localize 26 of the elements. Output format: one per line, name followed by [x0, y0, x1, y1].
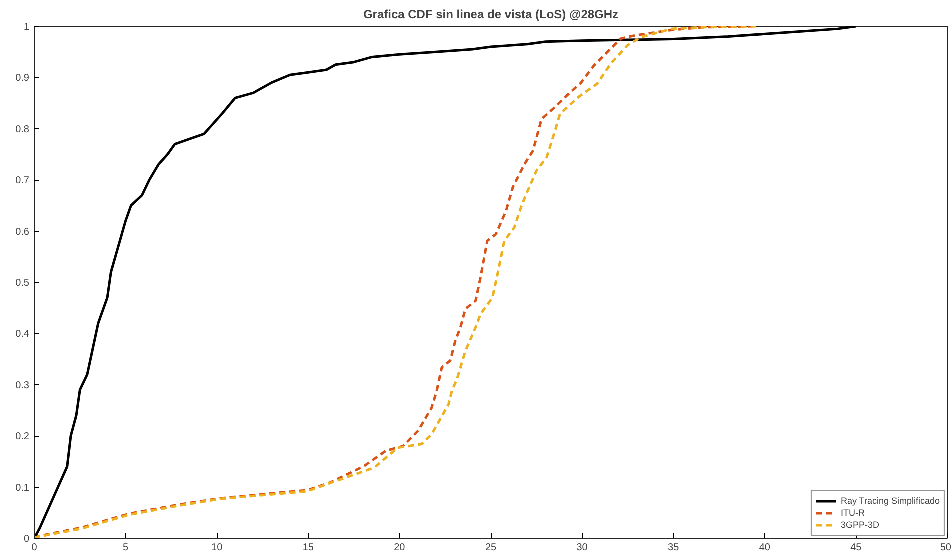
- y-tick-label: 0.1: [16, 482, 30, 494]
- x-tick-label: 10: [212, 542, 224, 554]
- y-tick-label: 0.7: [16, 176, 30, 187]
- x-tick-label: 50: [940, 542, 951, 554]
- legend-label: ITU-R: [840, 507, 865, 519]
- y-tick-label: 0.2: [16, 432, 30, 443]
- legend-label: Ray Tracing Simplificado: [840, 495, 940, 507]
- chart-title: Grafica CDF sin linea de vista (LoS) @28GHz: [363, 8, 619, 22]
- x-tick-label: 25: [485, 542, 497, 554]
- y-tick-label: 0.8: [16, 124, 30, 136]
- legend-label: 3GPP-3D: [840, 519, 880, 531]
- y-tick-label: 0.9: [16, 73, 30, 84]
- y-tick-label: 0.4: [16, 329, 30, 340]
- x-tick-label: 45: [850, 542, 862, 554]
- x-tick-label: 0: [32, 542, 38, 554]
- x-tick-label: 35: [668, 542, 680, 554]
- y-tick-label: 0.3: [16, 380, 30, 392]
- x-tick-label: 40: [759, 542, 771, 554]
- x-tick-label: 5: [123, 542, 130, 554]
- y-tick-label: 0.5: [16, 278, 30, 289]
- y-tick-label: 0: [24, 534, 30, 545]
- x-tick-label: 30: [576, 542, 588, 554]
- x-tick-label: 20: [394, 542, 406, 554]
- x-tick-label: 15: [302, 542, 314, 554]
- y-tick-label: 0.6: [16, 226, 30, 238]
- y-tick-label: 1: [24, 22, 30, 33]
